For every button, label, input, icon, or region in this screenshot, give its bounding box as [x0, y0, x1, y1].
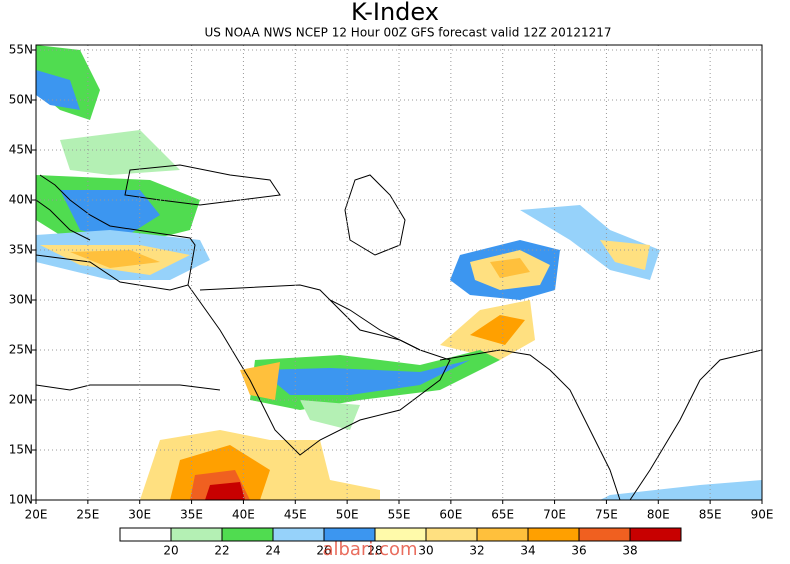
colorbar-label: 26	[316, 544, 331, 558]
lat-tick-label: 45N	[9, 143, 33, 157]
colorbar-box	[119, 527, 172, 542]
colorbar-label: 28	[367, 544, 382, 558]
lat-tick-label: 55N	[9, 43, 33, 57]
lat-tick-label: 25N	[9, 343, 33, 357]
watermark: albari.com	[322, 539, 417, 560]
lon-tick-label: 80E	[647, 508, 670, 522]
lon-tick-label: 35E	[180, 508, 203, 522]
title: K-Index	[351, 0, 439, 26]
lon-tick-label: 40E	[232, 508, 255, 522]
colorbar-label: 38	[622, 544, 637, 558]
lat-tick-label: 20N	[9, 393, 33, 407]
lon-tick-label: 30E	[128, 508, 151, 522]
colorbar-label: 34	[520, 544, 535, 558]
lon-tick-label: 25E	[76, 508, 99, 522]
colorbar-box	[629, 527, 682, 542]
lat-tick-label: 50N	[9, 93, 33, 107]
colorbar-box	[272, 527, 325, 542]
axes: 20E 25E 30E 35E 40E 45E 50E 55E 60E 65E 70E 75E 80E 8…	[9, 43, 774, 522]
colorbar-label: 24	[265, 544, 280, 558]
lat-tick-label: 15N	[9, 443, 33, 457]
map-area	[36, 45, 762, 500]
lon-tick-label: 55E	[388, 508, 411, 522]
lat-tick-label: 10N	[9, 493, 33, 507]
subtitle: US NOAA NWS NCEP 12 Hour 00Z GFS forecas…	[204, 26, 611, 40]
colorbar-label: 36	[571, 544, 586, 558]
shading	[36, 45, 762, 500]
lon-tick-label: 50E	[336, 508, 359, 522]
lat-tick-label: 30N	[9, 293, 33, 307]
lon-tick-label: 20E	[25, 508, 48, 522]
colorbar-box	[527, 527, 580, 542]
lon-tick-label: 90E	[751, 508, 774, 522]
lon-tick-label: 75E	[595, 508, 618, 522]
colorbar-box	[578, 527, 631, 542]
colorbar-label: 30	[418, 544, 433, 558]
lat-tick-label: 35N	[9, 243, 33, 257]
lon-tick-label: 60E	[439, 508, 462, 522]
colorbar-box	[221, 527, 274, 542]
colorbar-box	[425, 527, 478, 542]
colorbar-label: 22	[214, 544, 229, 558]
lat-tick-label: 40N	[9, 193, 33, 207]
coastlines	[36, 164, 762, 500]
colorbar-label: 32	[469, 544, 484, 558]
colorbar-box	[170, 527, 223, 542]
colorbar-box	[476, 527, 529, 542]
grid	[36, 45, 762, 500]
lon-tick-label: 85E	[699, 508, 722, 522]
lon-tick-label: 65E	[491, 508, 514, 522]
colorbar: 20 22 24 26 28 30 32 34 36 38	[119, 527, 682, 558]
lon-tick-label: 70E	[543, 508, 566, 522]
colorbar-label: 20	[163, 544, 178, 558]
lon-tick-label: 45E	[284, 508, 307, 522]
